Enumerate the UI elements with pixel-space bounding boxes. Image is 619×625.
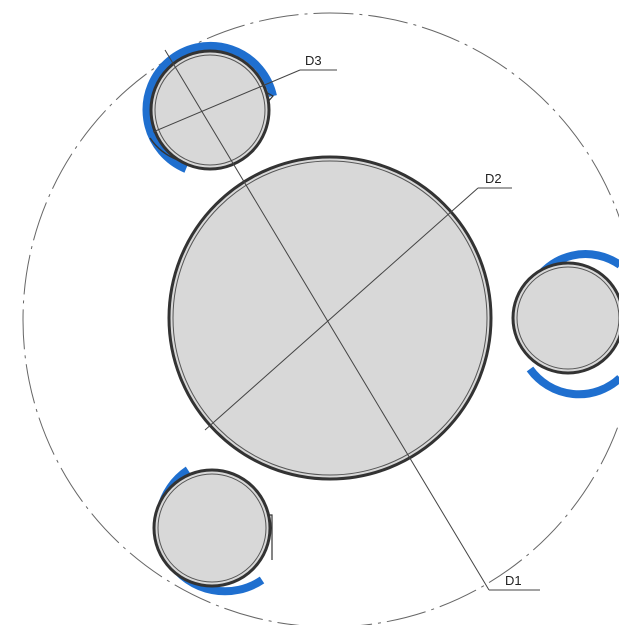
accent-arc-top-left: [142, 41, 277, 173]
accent-arc-right-lower: [526, 366, 619, 399]
small-disc-top-left: [142, 41, 277, 173]
d2-dimension: D2: [204, 171, 512, 431]
outer-circle: [22, 12, 619, 625]
d1-label: D1: [505, 573, 522, 588]
d3-label: D3: [305, 53, 322, 68]
d2-label: D2: [485, 171, 502, 186]
central-disc: [167, 155, 493, 481]
small-disc-bottom-left: [152, 466, 273, 596]
small-disc-right: [511, 250, 619, 399]
d1-dimension: D1: [164, 49, 540, 591]
d3-dimension: D3: [152, 53, 337, 133]
